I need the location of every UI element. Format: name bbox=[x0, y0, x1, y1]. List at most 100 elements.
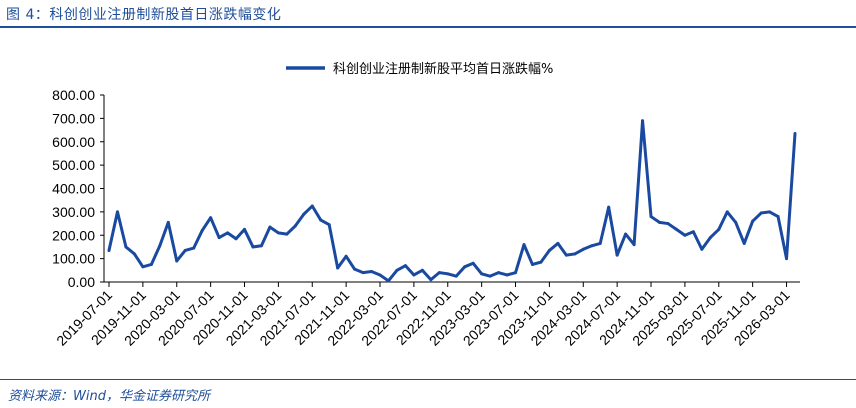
data-point bbox=[234, 237, 238, 241]
y-tick-label: 200.00 bbox=[52, 227, 95, 243]
y-tick-label: 0.00 bbox=[68, 274, 95, 290]
legend: 科创创业注册制新股平均首日涨跌幅% bbox=[286, 61, 553, 77]
data-point bbox=[717, 227, 721, 231]
data-point bbox=[581, 247, 585, 251]
legend-label: 科创创业注册制新股平均首日涨跌幅% bbox=[333, 61, 553, 77]
data-point bbox=[259, 244, 263, 248]
data-point bbox=[107, 248, 111, 252]
data-point bbox=[132, 252, 136, 256]
data-point bbox=[344, 254, 348, 258]
y-tick-label: 400.00 bbox=[52, 181, 95, 197]
data-point bbox=[573, 252, 577, 256]
data-point bbox=[734, 220, 738, 224]
data-point bbox=[378, 273, 382, 277]
data-point bbox=[293, 224, 297, 228]
data-point bbox=[607, 205, 611, 209]
data-point bbox=[725, 210, 729, 214]
data-point bbox=[310, 204, 314, 208]
data-point bbox=[251, 245, 255, 249]
data-point bbox=[175, 259, 179, 263]
data-point bbox=[200, 229, 204, 233]
data-point bbox=[420, 268, 424, 272]
data-point bbox=[463, 265, 467, 269]
data-point bbox=[226, 231, 230, 235]
data-point bbox=[514, 271, 518, 275]
data-point bbox=[370, 269, 374, 273]
data-point bbox=[437, 271, 441, 275]
data-point bbox=[276, 231, 280, 235]
data-point bbox=[395, 268, 399, 272]
y-axis-ticks: 0.00 100.00 200.00 300.00 400.00 500.00 600.00… bbox=[52, 87, 104, 290]
data-point bbox=[649, 215, 653, 219]
data-point bbox=[691, 230, 695, 234]
data-point bbox=[615, 253, 619, 257]
data-point bbox=[209, 216, 213, 220]
y-tick-label: 700.00 bbox=[52, 110, 95, 126]
data-point bbox=[327, 223, 331, 227]
series-line bbox=[107, 119, 797, 283]
data-point bbox=[454, 274, 458, 278]
data-point bbox=[598, 241, 602, 245]
series-points bbox=[107, 119, 797, 283]
data-point bbox=[530, 262, 534, 266]
data-point bbox=[192, 246, 196, 250]
data-point bbox=[497, 271, 501, 275]
data-point bbox=[115, 210, 119, 214]
data-point bbox=[141, 265, 145, 269]
data-point bbox=[751, 219, 755, 223]
x-axis-ticks: 2019-07-012019-11-012020-03-012020-07-01… bbox=[53, 282, 793, 349]
data-point bbox=[488, 274, 492, 278]
data-point bbox=[353, 267, 357, 271]
data-point bbox=[268, 225, 272, 229]
data-point bbox=[641, 119, 645, 123]
data-point bbox=[319, 218, 323, 222]
data-point bbox=[336, 266, 340, 270]
data-point bbox=[632, 243, 636, 247]
data-point bbox=[657, 220, 661, 224]
data-point bbox=[624, 232, 628, 236]
bottom-rule bbox=[0, 379, 856, 380]
data-point bbox=[539, 260, 543, 264]
data-point bbox=[412, 273, 416, 277]
y-tick-label: 100.00 bbox=[52, 251, 95, 267]
data-point bbox=[361, 271, 365, 275]
figure-title: 图 4：科创创业注册制新股首日涨跌幅变化 bbox=[6, 7, 282, 23]
data-point bbox=[759, 211, 763, 215]
data-point bbox=[768, 210, 772, 214]
data-point bbox=[776, 215, 780, 219]
data-point bbox=[149, 262, 153, 266]
data-point bbox=[480, 272, 484, 276]
data-point bbox=[446, 272, 450, 276]
y-tick-label: 300.00 bbox=[52, 204, 95, 220]
data-point bbox=[429, 278, 433, 282]
data-point bbox=[183, 248, 187, 252]
data-point bbox=[785, 257, 789, 261]
data-point bbox=[124, 245, 128, 249]
data-point bbox=[742, 241, 746, 245]
data-point bbox=[793, 132, 797, 136]
data-point bbox=[166, 220, 170, 224]
data-point bbox=[243, 227, 247, 231]
data-point bbox=[386, 279, 390, 283]
data-point bbox=[547, 248, 551, 252]
data-point bbox=[683, 233, 687, 237]
data-point bbox=[217, 236, 221, 240]
y-tick-label: 500.00 bbox=[52, 157, 95, 173]
data-point bbox=[590, 244, 594, 248]
data-point bbox=[708, 236, 712, 240]
data-point bbox=[674, 227, 678, 231]
data-point bbox=[158, 244, 162, 248]
y-tick-label: 600.00 bbox=[52, 134, 95, 150]
y-tick-label: 800.00 bbox=[52, 87, 95, 103]
data-point bbox=[666, 222, 670, 226]
data-point bbox=[564, 253, 568, 257]
data-point bbox=[471, 261, 475, 265]
data-point bbox=[700, 247, 704, 251]
top-rule bbox=[0, 26, 856, 28]
data-point bbox=[522, 243, 526, 247]
data-point bbox=[285, 232, 289, 236]
data-point bbox=[302, 212, 306, 216]
data-point bbox=[556, 241, 560, 245]
source-note: 资料来源：Wind，华金证券研究所 bbox=[8, 389, 210, 404]
